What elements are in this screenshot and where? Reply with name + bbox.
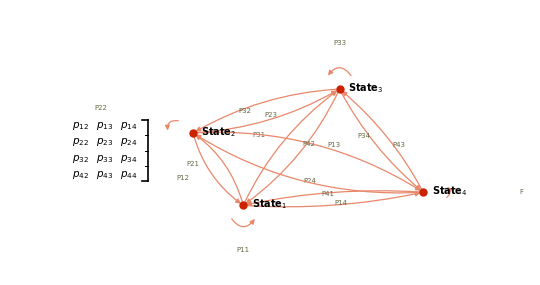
Text: P33: P33: [333, 40, 346, 46]
Text: F: F: [519, 189, 524, 195]
Text: $p_{42}$: $p_{42}$: [72, 169, 89, 181]
Text: $p_{34}$: $p_{34}$: [120, 153, 138, 165]
Text: State$_2$: State$_2$: [201, 125, 237, 139]
Text: P14: P14: [334, 200, 347, 206]
Text: P23: P23: [264, 112, 277, 118]
Text: P34: P34: [357, 133, 370, 139]
Text: P12: P12: [177, 175, 190, 181]
Text: $p_{24}$: $p_{24}$: [120, 136, 138, 148]
Text: $p_{22}$: $p_{22}$: [72, 136, 89, 148]
Text: State$_4$: State$_4$: [431, 184, 467, 198]
Text: $p_{14}$: $p_{14}$: [120, 120, 138, 132]
Text: $p_{44}$: $p_{44}$: [120, 169, 138, 181]
Text: P22: P22: [94, 105, 107, 111]
Text: $p_{23}$: $p_{23}$: [96, 136, 113, 148]
Text: P43: P43: [392, 142, 405, 148]
Text: $p_{43}$: $p_{43}$: [96, 169, 113, 181]
Text: $p_{32}$: $p_{32}$: [72, 153, 89, 165]
Text: State$_3$: State$_3$: [348, 81, 383, 95]
Text: $p_{33}$: $p_{33}$: [96, 153, 113, 165]
Text: P41: P41: [321, 192, 334, 198]
Text: P11: P11: [237, 247, 250, 253]
Text: P32: P32: [239, 108, 252, 114]
Text: P13: P13: [327, 142, 341, 148]
Text: P31: P31: [252, 132, 266, 138]
Text: P21: P21: [186, 161, 199, 167]
Text: State$_1$: State$_1$: [252, 198, 287, 211]
Text: P42: P42: [302, 141, 315, 147]
Text: $p_{12}$: $p_{12}$: [72, 120, 89, 132]
Text: P24: P24: [303, 178, 316, 184]
Text: $p_{13}$: $p_{13}$: [96, 120, 113, 132]
